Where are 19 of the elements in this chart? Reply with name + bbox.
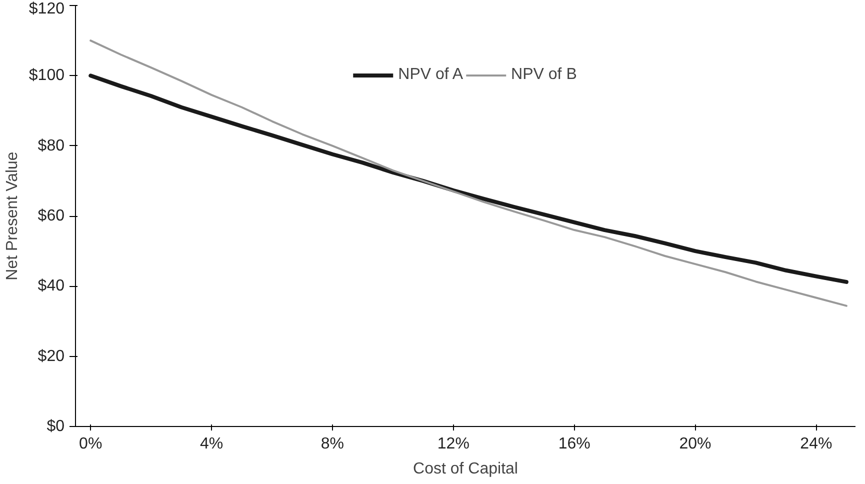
y-tick-label: $120 [28, 0, 65, 18]
line-series [90, 40, 848, 307]
y-tick-label: $20 [38, 348, 65, 365]
x-tick-label: 4% [200, 436, 224, 452]
legend-label: NPV of B [511, 66, 577, 84]
y-tick-label: $60 [38, 208, 65, 224]
y-axis-title: Net Present Value [4, 152, 21, 280]
x-tick-label: 20% [679, 436, 712, 452]
x-tick-label: 12% [437, 436, 470, 452]
x-tick-label: 24% [800, 436, 832, 452]
x-tick-label: 8% [320, 436, 344, 452]
y-tick-label: $0 [46, 418, 65, 435]
y-tick-label: $80 [38, 137, 65, 154]
y-tick-label: $100 [28, 67, 65, 84]
legend-label: NPV of A [398, 66, 464, 84]
x-axis-title: Cost of Capital [413, 460, 518, 478]
x-tick-label: 0% [79, 436, 102, 452]
y-tick-label: $40 [38, 278, 65, 295]
x-tick-label: 16% [558, 436, 590, 452]
